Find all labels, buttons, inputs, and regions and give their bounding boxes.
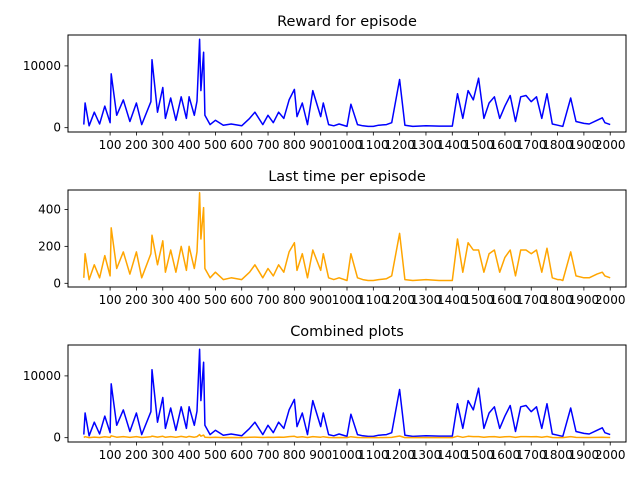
plot-area: 100 200 300 400 500 600 700 800 900 1000110012001… [38, 192, 626, 307]
x-tick-label: 1800 [542, 448, 573, 462]
x-tick-label: 1900 [569, 138, 600, 152]
plot-area: 100 200 300 400 500 600 700 800 900 1000110012001… [23, 38, 626, 152]
x-tick-label: 1100 [358, 293, 389, 307]
x-tick-label: 600 [230, 293, 253, 307]
x-tick-label: 400 [178, 293, 201, 307]
x-tick-label: 400 [178, 448, 201, 462]
x-tick-label: 1000 [332, 138, 363, 152]
x-tick-label: 900 [309, 138, 332, 152]
x-tick-label: 800 [283, 448, 306, 462]
x-tick-label: 700 [257, 138, 280, 152]
x-tick-label: 900 [309, 293, 332, 307]
x-tick-label: 2000 [595, 293, 626, 307]
plot-area: 100 200 300 400 500 600 700 800 900 1000110012001… [23, 348, 626, 462]
x-tick-label: 1500 [463, 448, 494, 462]
x-tick-label: 1200 [384, 138, 415, 152]
x-tick-label: 2000 [595, 138, 626, 152]
x-tick-label: 200 [125, 448, 148, 462]
y-tick-label: 200 [38, 239, 61, 253]
x-tick-label: 1300 [411, 448, 442, 462]
x-tick-label: 600 [230, 448, 253, 462]
y-tick-label: 10000 [23, 59, 61, 73]
x-tick-label: 300 [151, 293, 174, 307]
x-tick-label: 200 [125, 293, 148, 307]
x-tick-label: 1500 [463, 293, 494, 307]
x-tick-label: 1700 [516, 293, 547, 307]
x-tick-label: 1600 [490, 293, 521, 307]
x-tick-label: 2000 [595, 448, 626, 462]
x-tick-label: 900 [309, 448, 332, 462]
x-tick-label: 700 [257, 293, 280, 307]
x-tick-label: 1200 [384, 448, 415, 462]
subplot-title: Last time per episode [268, 169, 426, 185]
y-tick-label: 10000 [23, 369, 61, 383]
x-tick-label: 1900 [569, 448, 600, 462]
x-tick-label: 1700 [516, 138, 547, 152]
series-line-1 [83, 192, 611, 282]
x-tick-label: 1400 [437, 448, 468, 462]
subplot-title: Combined plots [290, 324, 404, 340]
x-tick-label: 1800 [542, 138, 573, 152]
x-tick-label: 100 [99, 138, 122, 152]
subplot-last-time: Last time per episode 100 200 300 400 500 600… [38, 169, 627, 307]
x-tick-label: 1100 [358, 138, 389, 152]
series-line-1 [83, 38, 611, 128]
y-tick-label: 0 [53, 276, 61, 290]
y-tick-label: 0 [53, 121, 61, 135]
x-tick-label: 1500 [463, 138, 494, 152]
x-tick-label: 1000 [332, 448, 363, 462]
x-tick-label: 1400 [437, 293, 468, 307]
x-tick-label: 1200 [384, 293, 415, 307]
x-tick-label: 500 [204, 293, 227, 307]
subplot-combined: Combined plots 100 200 300 400 500 600 700 800 9… [23, 324, 627, 462]
x-tick-label: 100 [99, 448, 122, 462]
x-tick-label: 1800 [542, 293, 573, 307]
x-tick-label: 500 [204, 448, 227, 462]
x-tick-label: 300 [151, 448, 174, 462]
x-tick-label: 500 [204, 138, 227, 152]
subplot-title: Reward for episode [277, 14, 417, 30]
series-line-1 [83, 348, 611, 438]
x-tick-label: 700 [257, 448, 280, 462]
x-tick-label: 800 [283, 138, 306, 152]
x-tick-label: 1300 [411, 138, 442, 152]
x-tick-label: 200 [125, 138, 148, 152]
x-tick-label: 1900 [569, 293, 600, 307]
x-tick-label: 1300 [411, 293, 442, 307]
series-line-2 [83, 433, 611, 439]
x-tick-label: 1000 [332, 293, 363, 307]
x-tick-label: 1700 [516, 448, 547, 462]
x-tick-label: 100 [99, 293, 122, 307]
x-tick-label: 800 [283, 293, 306, 307]
x-tick-label: 1600 [490, 448, 521, 462]
x-tick-label: 1400 [437, 138, 468, 152]
subplot-reward: Reward for episode 100 200 300 400 500 600 700… [23, 14, 627, 152]
x-tick-label: 300 [151, 138, 174, 152]
x-tick-label: 1100 [358, 448, 389, 462]
x-tick-label: 400 [178, 138, 201, 152]
x-tick-label: 600 [230, 138, 253, 152]
x-tick-label: 1600 [490, 138, 521, 152]
y-tick-label: 0 [53, 431, 61, 445]
y-tick-label: 400 [38, 202, 61, 216]
